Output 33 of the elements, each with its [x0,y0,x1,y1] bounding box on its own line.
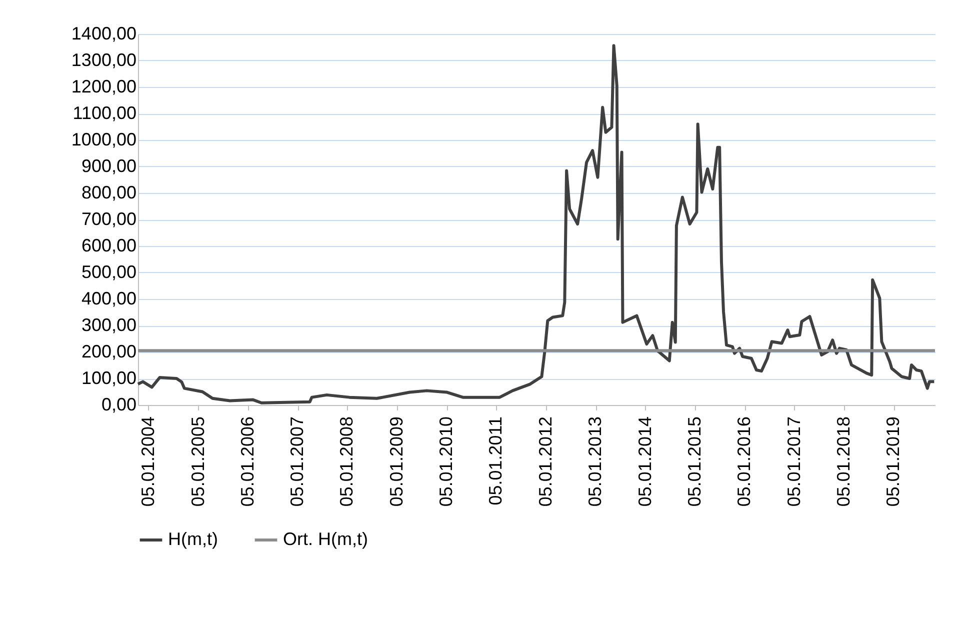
y-tick-label: 1100,00 [72,103,136,123]
x-tick-label: 05.01.2010 [436,416,456,507]
y-tick-label: 900,00 [81,156,136,176]
x-tick-label: 05.01.2011 [486,416,506,506]
y-tick-label: 800,00 [81,182,136,202]
x-tick-label: 05.01.2017 [784,416,804,507]
y-tick-label: 200,00 [81,342,136,362]
y-tick-label: 600,00 [81,236,136,256]
x-tick-label: 05.01.2012 [535,416,556,507]
x-tick-label: 05.01.2014 [634,416,655,507]
x-tick-label: 05.01.2018 [834,416,854,507]
x-tick-label: 05.01.2019 [883,416,904,507]
x-tick-label: 05.01.2005 [188,416,208,507]
y-tick-label: 300,00 [81,315,136,335]
y-tick-label: 700,00 [81,209,136,229]
y-tick-label: 0,00 [101,394,136,414]
y-tick-label: 1400,00 [71,24,136,44]
y-tick-label: 100,00 [81,368,136,388]
x-tick-label: 05.01.2015 [684,416,704,507]
x-tick-label: 05.01.2008 [336,416,357,507]
legend-label: H(m,t) [168,529,218,549]
x-tick-label: 05.01.2007 [287,416,308,507]
y-tick-label: 1300,00 [71,50,136,70]
x-tick-label: 05.01.2013 [585,416,606,507]
x-tick-label: 05.01.2004 [138,416,158,507]
y-tick-label: 1200,00 [71,76,136,96]
y-tick-label: 500,00 [81,262,136,282]
x-tick-label: 05.01.2016 [734,416,754,507]
x-tick-label: 05.01.2006 [237,416,258,507]
y-tick-label: 1000,00 [71,130,136,150]
x-tick-label: 05.01.2009 [386,416,406,507]
y-tick-label: 400,00 [81,288,136,308]
legend-label: Ort. H(m,t) [283,529,368,549]
